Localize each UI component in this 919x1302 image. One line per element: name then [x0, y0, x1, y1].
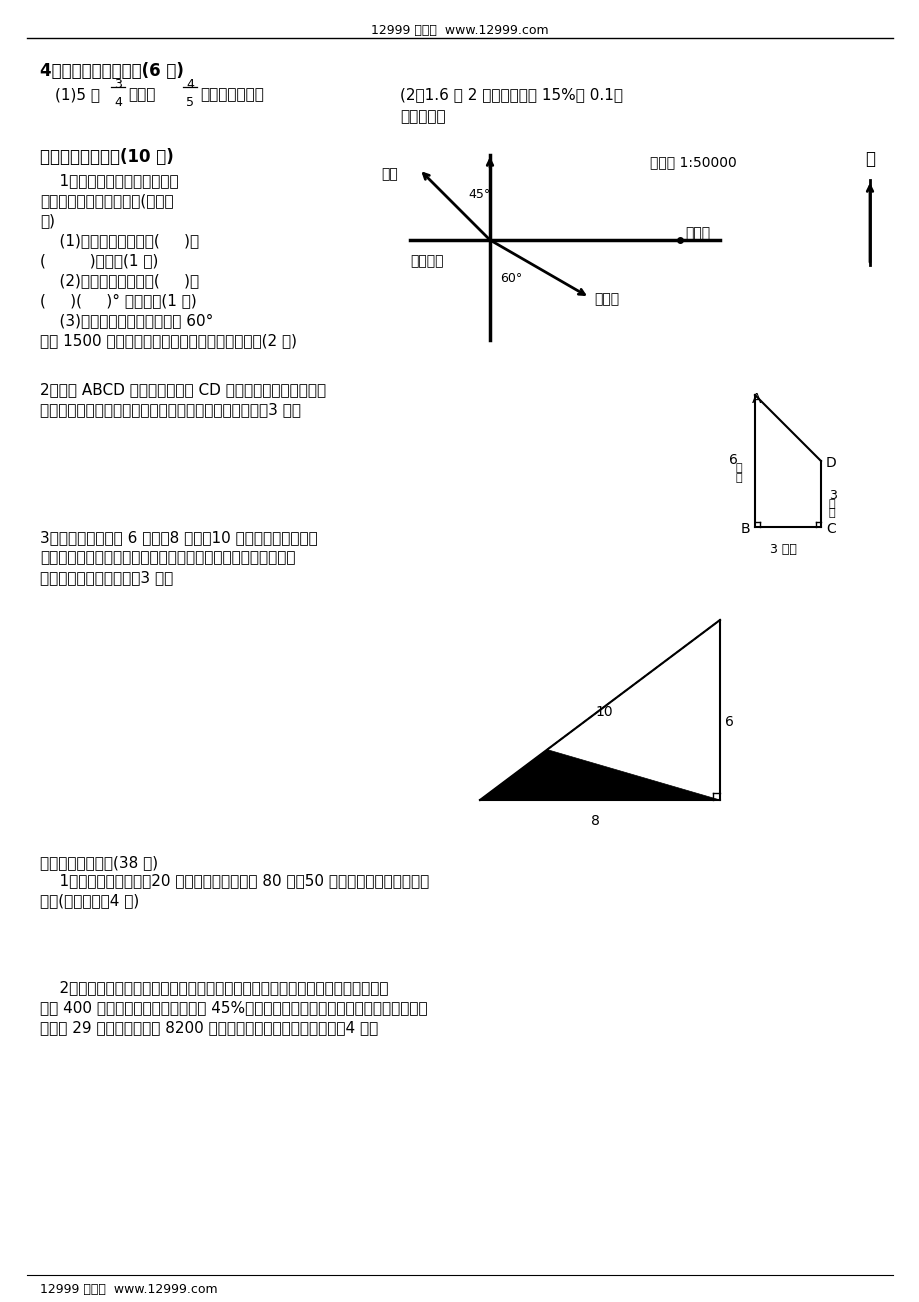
Text: (2)汽车站在人民公园(     )偏: (2)汽车站在人民公园( )偏 — [40, 273, 199, 288]
Text: 8: 8 — [590, 814, 599, 828]
Text: A: A — [751, 392, 761, 406]
Text: 方向 1500 米处，请在图中表示出少年宫的位置。(2 分): 方向 1500 米处，请在图中表示出少年宫的位置。(2 分) — [40, 333, 297, 348]
Text: 医院 400 元，在起付线以上的部分按 45%补偿。今年王大伯患急性肠炎在县人民医院住: 医院 400 元，在起付线以上的部分按 45%补偿。今年王大伯患急性肠炎在县人民… — [40, 1000, 427, 1016]
Text: 米: 米 — [735, 473, 742, 483]
Text: 比例尺 1:50000: 比例尺 1:50000 — [650, 155, 736, 169]
Text: 除，商是多少？: 除，商是多少？ — [199, 87, 264, 102]
Text: (     )(     )° 方向处；(1 分): ( )( )° 方向处；(1 分) — [40, 293, 197, 309]
Text: 5: 5 — [186, 96, 194, 109]
Text: 一量，填一填，画一画。(取整厘: 一量，填一填，画一画。(取整厘 — [40, 193, 174, 208]
Text: D: D — [825, 456, 836, 470]
Text: 将它的最短边对折到斜边相重合（如图），那么，图中阴影部分: 将它的最短边对折到斜边相重合（如图），那么，图中阴影部分 — [40, 549, 295, 565]
Text: 3 厘米: 3 厘米 — [769, 543, 796, 556]
Text: 转一周，得到一个旋转体，它的体积是多少立方厘米？（3 分）: 转一周，得到一个旋转体，它的体积是多少立方厘米？（3 分） — [40, 402, 301, 417]
Text: B: B — [740, 522, 750, 536]
Text: 4: 4 — [114, 96, 122, 109]
Text: 米: 米 — [828, 508, 834, 518]
Text: (2）1.6 的 2 倍比一个数的 15%少 0.1，: (2）1.6 的 2 倍比一个数的 15%少 0.1， — [400, 87, 622, 102]
Text: 3: 3 — [114, 78, 122, 91]
Text: 厘: 厘 — [828, 499, 834, 509]
Text: (1)市政府在人民公园(     )面: (1)市政府在人民公园( )面 — [40, 233, 199, 247]
Text: 北: 北 — [864, 150, 874, 168]
Text: 4: 4 — [186, 78, 194, 91]
Text: 60°: 60° — [499, 272, 522, 285]
Text: 求这个数。: 求这个数。 — [400, 109, 445, 124]
Text: 2、下图 ABCD 是直角梯形，以 CD 为轴并将梯形绕这个轴旋: 2、下图 ABCD 是直角梯形，以 CD 为轴并将梯形绕这个轴旋 — [40, 381, 325, 397]
Text: 12999 数学网  www.12999.com: 12999 数学网 www.12999.com — [40, 1282, 218, 1295]
Text: 面积是多少平方厘米？（3 分）: 面积是多少平方厘米？（3 分） — [40, 570, 173, 585]
Text: (         )米处；(1 分): ( )米处；(1 分) — [40, 253, 158, 268]
Text: 1、以人民公园为观测点，量: 1、以人民公园为观测点，量 — [40, 173, 178, 187]
Text: 12999 数学网  www.12999.com: 12999 数学网 www.12999.com — [370, 23, 549, 36]
Text: 人民公园: 人民公园 — [410, 254, 443, 268]
Text: (1)5 个: (1)5 个 — [55, 87, 100, 102]
Text: 块？(用比例解，4 分): 块？(用比例解，4 分) — [40, 893, 139, 907]
Text: 超市: 超市 — [380, 167, 398, 181]
Text: 3、三条边长分别是 6 厘米、8 厘米、10 厘米的直角三角形。: 3、三条边长分别是 6 厘米、8 厘米、10 厘米的直角三角形。 — [40, 530, 317, 546]
Text: 1、用一种方砖铺地，20 平方米的会议室需要 80 块，50 平方米的会议室需要多少: 1、用一种方砖铺地，20 平方米的会议室需要 80 块，50 平方米的会议室需要… — [40, 874, 429, 888]
Text: 米): 米) — [40, 214, 55, 228]
Text: 10: 10 — [595, 704, 612, 719]
Text: 3: 3 — [828, 490, 836, 503]
Text: 6: 6 — [728, 453, 737, 467]
Text: 6: 6 — [724, 715, 733, 729]
Polygon shape — [480, 750, 720, 799]
Text: 2、王大伯参加了县农村医疗保险。条款规定：农民住院医疗费补偿起付线，县级: 2、王大伯参加了县农村医疗保险。条款规定：农民住院医疗费补偿起付线，县级 — [40, 980, 388, 995]
Text: C: C — [825, 522, 834, 536]
Text: 六、综合与应用：(38 分): 六、综合与应用：(38 分) — [40, 855, 158, 870]
Text: 厘: 厘 — [735, 464, 742, 473]
Text: 4、列式计算看清楚。(6 分): 4、列式计算看清楚。(6 分) — [40, 62, 184, 79]
Text: 院治疗 29 天，共计医药费 8200 元。按规定王大伯自付多少元？（4 分）: 院治疗 29 天，共计医药费 8200 元。按规定王大伯自付多少元？（4 分） — [40, 1019, 378, 1035]
Text: 的和被: 的和被 — [128, 87, 155, 102]
Text: 45°: 45° — [468, 187, 490, 201]
Text: 汽车站: 汽车站 — [594, 293, 619, 306]
Text: 市政府: 市政府 — [685, 227, 709, 240]
Text: 五、实践与探索。(10 分): 五、实践与探索。(10 分) — [40, 148, 174, 165]
Text: (3)少年宫在人民公园南偏西 60°: (3)少年宫在人民公园南偏西 60° — [40, 312, 213, 328]
